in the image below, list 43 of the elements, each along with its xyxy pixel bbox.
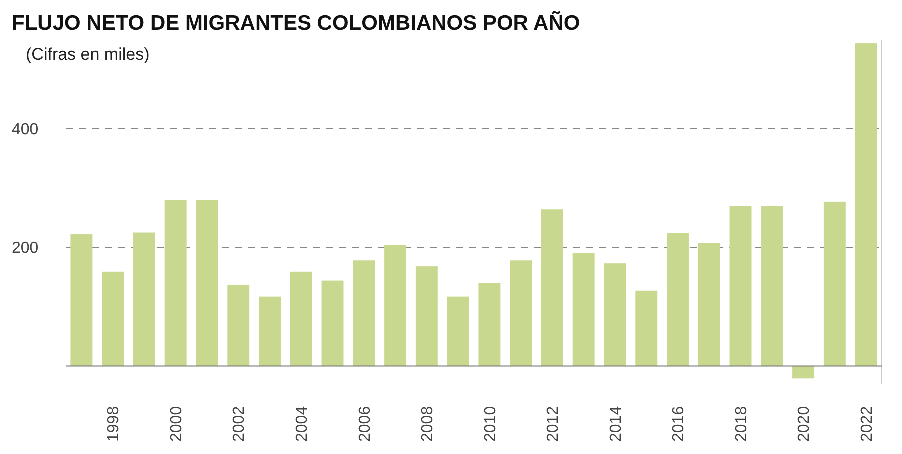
bar <box>698 243 720 366</box>
bar <box>102 272 124 366</box>
x-tick-label: 2008 <box>420 406 437 442</box>
bar <box>133 232 156 366</box>
bar <box>792 366 815 379</box>
bar <box>447 296 470 366</box>
bar <box>667 233 689 366</box>
bar <box>510 260 532 366</box>
bar <box>478 283 501 366</box>
y-tick-label: 200 <box>12 240 39 258</box>
y-tick-label: 400 <box>12 122 39 139</box>
x-tick-label: 1998 <box>106 406 123 442</box>
bar <box>761 206 784 366</box>
chart-title: FLUJO NETO DE MIGRANTES COLOMBIANOS POR AÑO <box>12 11 580 35</box>
bar <box>196 200 218 366</box>
x-tick-label: 2000 <box>168 406 186 442</box>
bar <box>730 206 752 366</box>
bar <box>572 254 595 366</box>
bar <box>824 202 846 366</box>
bar <box>228 284 250 366</box>
bar <box>70 234 93 366</box>
bar <box>322 280 344 366</box>
x-tick-label: 2022 <box>858 406 876 442</box>
bar <box>353 260 376 366</box>
bar <box>384 245 407 366</box>
x-tick-label: 2020 <box>796 406 814 442</box>
bar <box>636 290 658 366</box>
chart-subtitle: (Cifras en miles) <box>26 45 150 64</box>
bar <box>855 44 878 366</box>
x-tick-label: 2018 <box>733 406 750 442</box>
bar <box>541 210 564 366</box>
x-tick-label: 2012 <box>545 406 562 442</box>
x-tick-label: 2016 <box>670 406 688 442</box>
x-tick-label: 2014 <box>608 406 625 442</box>
x-tick-label: 2002 <box>231 406 248 442</box>
x-tick-label: 2010 <box>482 406 500 442</box>
x-tick-label: 2004 <box>294 406 311 442</box>
bar <box>604 264 626 366</box>
bar <box>259 296 281 366</box>
bar <box>164 200 187 366</box>
x-tick-label: 2006 <box>356 406 374 442</box>
bar <box>416 266 438 366</box>
bar <box>290 272 312 366</box>
